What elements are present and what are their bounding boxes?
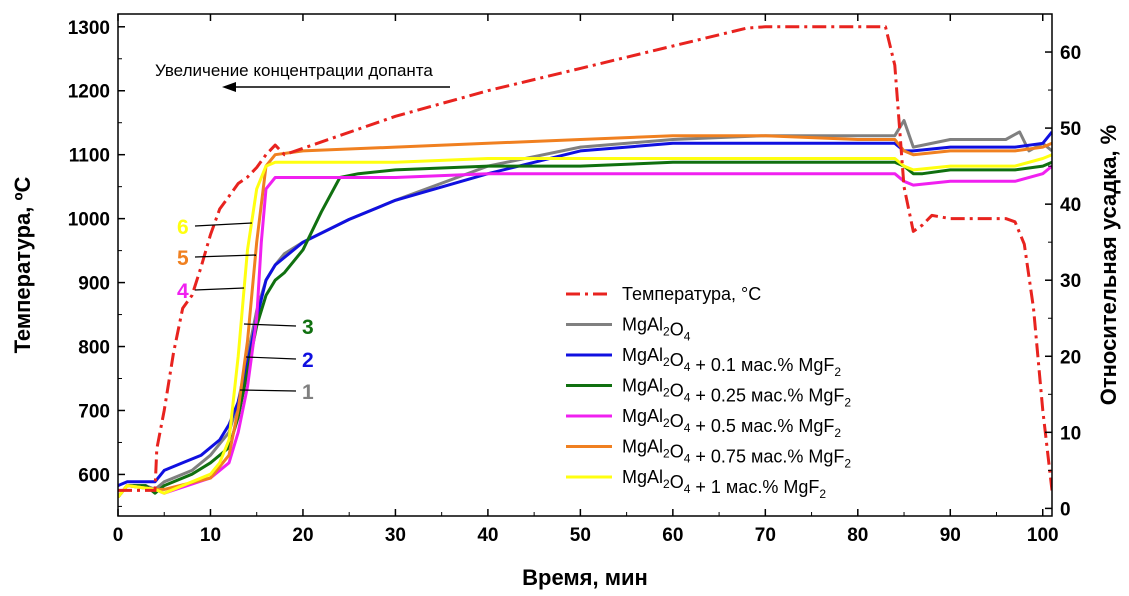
legend-subscript: 4 [684,452,691,466]
legend-label-1: MgAl2O4 [622,315,691,344]
legend-text-part: + 0.5 мас.% MgF [690,416,834,436]
curve-leader-1 [239,389,297,392]
curve-label-6: 6 [177,216,189,239]
curve-label-2: 2 [302,349,314,372]
legend-subscript: 2 [663,416,670,430]
y-left-axis-title: Температура, ºС [10,176,35,353]
annotation-text: Увеличение концентрации допанта [155,61,433,80]
annotation-arrow-head [222,82,236,92]
legend-text-part: O [670,472,684,492]
legend-subscript: 2 [663,477,670,491]
x-tick-label: 60 [662,525,683,546]
curve-label-4: 4 [177,280,189,303]
curve-label-3: 3 [302,316,314,339]
curve-label-5: 5 [177,247,189,270]
x-tick-label: 20 [292,525,313,546]
y-right-tick-label: 10 [1060,423,1081,444]
legend-text-part: MgAl [622,376,663,396]
curve-leader-2 [245,356,297,360]
x-tick-label: 70 [755,525,776,546]
axes: 0 10 20 30 40 50 60 70 80 90 100600700800900100011… [10,13,1121,590]
legend-subscript: 2 [663,386,670,400]
legend-subscript: 2 [834,365,841,379]
legend-label-temperature: Температура, °С [622,284,761,304]
x-tick-label: 90 [940,525,961,546]
curve-leader-3 [243,323,297,327]
annotations: Увеличение концентрации допанта 6 5 4 3 2 1 [155,61,450,404]
legend-text-part: MgAl [622,315,663,335]
legend-text-part: O [670,381,684,401]
y-left-tick-label: 900 [78,274,110,295]
legend-text-part: MgAl [622,437,663,457]
legend-subscript: 4 [684,360,691,374]
legend-subscript: 2 [663,355,670,369]
series-line-5 [118,134,1052,498]
y-right-tick-label: 20 [1060,347,1081,368]
legend-text-part: MgAl [622,406,663,426]
curve-leader-6 [194,222,253,227]
y-right-axis-title: Относительная усадка, % [1096,125,1121,406]
x-axis-title: Время, мин [522,565,648,590]
legend-text-part: + 1 мас.% MgF [690,477,819,497]
legend-label-5: MgAl2O4 + 0.75 мас.% MgF2 [622,437,851,471]
y-left-tick-label: 1200 [68,82,110,103]
curve-label-1: 1 [302,381,314,404]
x-tick-label: 40 [477,525,498,546]
legend-text-part: O [670,442,684,462]
legend-subscript: 2 [663,325,670,339]
legend-subscript: 4 [684,421,691,435]
legend-text-part: + 0.1 мас.% MgF [690,355,834,375]
curve-leader-4 [194,287,245,291]
y-left-tick-label: 1000 [68,210,110,231]
legend-text-part: + 0.25 мас.% MgF [690,386,844,406]
x-tick-label: 30 [385,525,406,546]
temperature-line [118,25,1052,492]
legend-text-part: MgAl [622,467,663,487]
y-right-tick-label: 0 [1060,499,1071,520]
y-left-tick-label: 1100 [69,146,110,167]
y-left-tick-label: 1300 [68,18,110,39]
legend-subscript: 2 [819,487,826,501]
series-line-6 [118,153,1052,498]
legend-text-part: + 0.75 мас.% MgF [690,447,844,467]
legend-subscript: 4 [684,482,691,496]
legend-text-part: MgAl [622,345,663,365]
plot-frame [117,13,1053,517]
y-left-tick-label: 600 [78,465,110,486]
y-left-tick-label: 800 [78,338,110,359]
series-line-3 [118,160,1052,498]
legend-subscript: 4 [684,330,691,344]
y-right-tick-label: 40 [1060,195,1081,216]
legend-text-part: O [670,350,684,370]
curve-leader-5 [194,254,257,258]
y-right-tick-label: 30 [1060,271,1081,292]
legend-text-part: O [670,320,684,340]
plot-content [118,25,1052,498]
legend-subscript: 2 [844,457,851,471]
legend-subscript: 2 [834,426,841,440]
x-tick-label: 10 [200,525,221,546]
y-right-tick-label: 60 [1060,43,1081,64]
legend-subscript: 4 [684,391,691,405]
legend-label-4: MgAl2O4 + 0.5 мас.% MgF2 [622,406,841,440]
legend-label-6: MgAl2O4 + 1 мас.% MgF2 [622,467,826,501]
x-tick-label: 50 [570,525,591,546]
y-left-tick-label: 700 [78,401,110,422]
legend-subscript: 2 [844,396,851,410]
legend-label-3: MgAl2O4 + 0.25 мас.% MgF2 [622,376,851,410]
y-right-tick-label: 50 [1060,119,1081,140]
x-tick-label: 0 [113,525,124,546]
x-tick-label: 100 [1027,525,1059,546]
legend-subscript: 2 [663,447,670,461]
legend-text-part: O [670,411,684,431]
legend-label-2: MgAl2O4 + 0.1 мас.% MgF2 [622,345,841,379]
x-tick-label: 80 [847,525,868,546]
